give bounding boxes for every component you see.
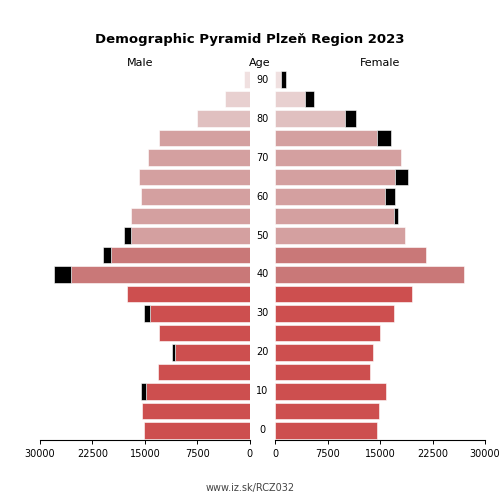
Bar <box>54 266 72 283</box>
Bar <box>275 383 386 400</box>
Bar <box>124 228 131 244</box>
Text: Female: Female <box>360 58 400 68</box>
Bar <box>275 402 378 419</box>
Text: 10: 10 <box>256 386 268 396</box>
Bar <box>275 364 370 380</box>
Bar <box>159 324 250 341</box>
Bar <box>275 422 377 438</box>
Bar <box>275 110 345 127</box>
Bar <box>275 169 396 186</box>
Text: 20: 20 <box>256 348 268 358</box>
Bar <box>159 130 250 146</box>
Text: Male: Male <box>127 58 153 68</box>
Bar <box>394 208 398 224</box>
Bar <box>275 266 464 283</box>
Bar <box>172 344 175 360</box>
Bar <box>275 208 394 224</box>
Bar <box>305 91 314 108</box>
Bar <box>275 91 305 108</box>
Bar <box>131 208 250 224</box>
Bar <box>128 286 250 302</box>
Text: 40: 40 <box>256 270 268 280</box>
Text: 80: 80 <box>256 114 268 124</box>
Text: 70: 70 <box>256 152 268 162</box>
Text: 0: 0 <box>260 426 266 436</box>
Bar <box>275 344 373 360</box>
Bar <box>244 72 250 88</box>
Bar <box>275 228 404 244</box>
Bar <box>275 305 394 322</box>
Bar <box>376 130 390 146</box>
Bar <box>226 91 250 108</box>
Bar <box>175 344 250 360</box>
Bar <box>103 246 112 264</box>
Bar <box>396 169 408 186</box>
Bar <box>275 72 280 88</box>
Text: 60: 60 <box>256 192 268 202</box>
Bar <box>275 130 376 146</box>
Text: 50: 50 <box>256 230 268 240</box>
Bar <box>275 286 411 302</box>
Bar <box>112 246 250 264</box>
Text: Age: Age <box>249 58 271 68</box>
Bar <box>142 188 250 205</box>
Bar <box>280 72 285 88</box>
Bar <box>140 169 250 186</box>
Bar <box>275 150 401 166</box>
Bar <box>385 188 396 205</box>
Bar <box>148 150 250 166</box>
Bar <box>158 364 250 380</box>
Bar <box>275 246 426 264</box>
Bar <box>141 383 146 400</box>
Bar <box>345 110 356 127</box>
Bar <box>275 188 385 205</box>
Bar <box>72 266 250 283</box>
Bar <box>144 422 250 438</box>
Text: Demographic Pyramid Plzeň Region 2023: Demographic Pyramid Plzeň Region 2023 <box>95 32 405 46</box>
Text: 30: 30 <box>256 308 268 318</box>
Bar <box>131 228 250 244</box>
Text: 90: 90 <box>256 74 268 85</box>
Bar <box>142 402 250 419</box>
Bar <box>150 305 250 322</box>
Bar <box>275 324 380 341</box>
Bar <box>144 305 150 322</box>
Bar <box>146 383 250 400</box>
Text: www.iz.sk/RCZ032: www.iz.sk/RCZ032 <box>206 482 294 492</box>
Bar <box>198 110 250 127</box>
